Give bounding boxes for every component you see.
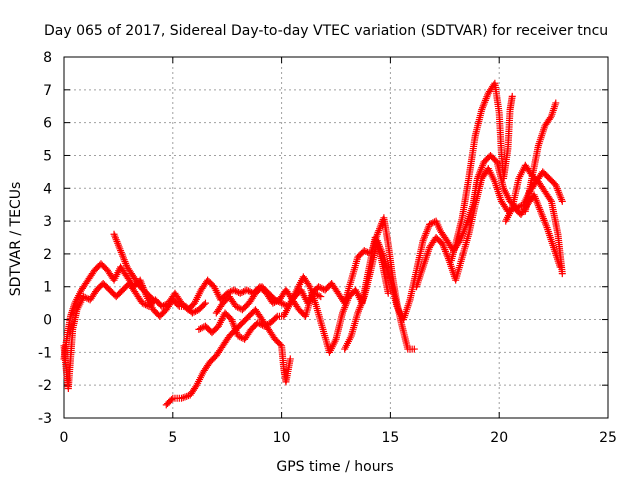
x-tick-label: 20 [490,430,508,446]
data-point [236,333,244,341]
data-point [192,383,200,391]
data-point [158,302,166,310]
data-point [192,307,200,315]
data-point [315,283,323,291]
data-point [276,298,284,306]
data-point [314,291,322,299]
x-tick-label: 15 [381,430,399,446]
data-point [230,286,238,294]
y-tick-label: 0 [43,313,52,329]
data-point [238,288,246,296]
data-point [195,325,203,333]
data-point [200,300,208,308]
y-tick-label: -2 [38,378,52,394]
data-point [244,287,252,295]
data-point [279,300,287,308]
data-point [80,293,88,301]
data-point [315,292,323,300]
data-point [188,309,196,317]
data-series [60,260,209,363]
data-point [226,288,234,296]
ticks: 0 5 10 15 20 25 -3 -2 -1 0 1 2 3 4 5 6 7 8 [38,50,617,446]
data-series [162,306,294,409]
data-point [81,293,89,301]
data-points [60,79,566,409]
data-point [516,202,524,210]
x-axis-label: GPS time / hours [276,459,393,475]
data-point [160,302,168,310]
data-series [60,214,418,392]
data-point [278,299,286,307]
data-point [149,296,157,304]
data-point [274,297,282,305]
y-tick-label: 4 [43,181,52,197]
data-point [233,288,241,296]
data-point [276,340,284,348]
data-point [286,355,294,363]
data-point [410,345,418,353]
data-point [138,299,146,307]
x-tick-label: 10 [273,430,291,446]
y-tick-label: 6 [43,116,52,132]
data-point [234,303,242,311]
data-point [546,114,554,122]
chart-title: Day 065 of 2017, Sidereal Day-to-day VTE… [44,23,608,39]
y-tick-label: 2 [43,247,52,263]
data-point [558,197,566,205]
data-point [140,300,148,308]
data-point [254,319,262,327]
axes [63,56,609,419]
plot-frame [63,56,609,419]
data-point [231,287,239,295]
data-point [240,288,248,296]
data-point [546,196,554,204]
data-point [197,325,205,333]
data-point [243,286,251,294]
y-tick-label: 1 [43,280,52,296]
y-tick-label: 5 [43,148,52,164]
data-point [305,281,313,289]
x-tick-label: 25 [599,430,617,446]
data-series [341,237,407,353]
data-point [190,308,198,316]
data-point [174,301,182,309]
grid [64,57,608,418]
data-point [273,297,281,305]
y-tick-label: -3 [38,411,52,427]
y-tick-label: 3 [43,214,52,230]
data-point [312,290,320,298]
data-point [317,293,325,301]
y-axis-label: SDTVAR / TECUs [8,182,24,297]
x-tick-label: 5 [168,430,177,446]
y-tick-label: 7 [43,83,52,99]
data-point [232,302,240,310]
data-point [255,320,263,328]
data-point [201,299,209,307]
data-point [272,314,280,322]
data-point [384,289,392,297]
data-point [508,92,516,100]
data-series [110,230,157,304]
data-point [271,296,279,304]
data-point [310,289,318,297]
data-point [426,220,434,228]
data-point [236,289,244,297]
data-point [360,247,368,255]
y-tick-label: 8 [43,50,52,66]
x-tick-label: 0 [60,430,69,446]
data-series [212,283,325,317]
data-series [521,99,560,215]
data-point [148,295,156,303]
data-point [558,270,566,278]
data-point [234,332,242,340]
data-series [447,79,516,264]
data-point [167,396,175,404]
data-point [552,99,560,107]
y-tick-label: -1 [38,345,52,361]
data-point [316,284,324,292]
